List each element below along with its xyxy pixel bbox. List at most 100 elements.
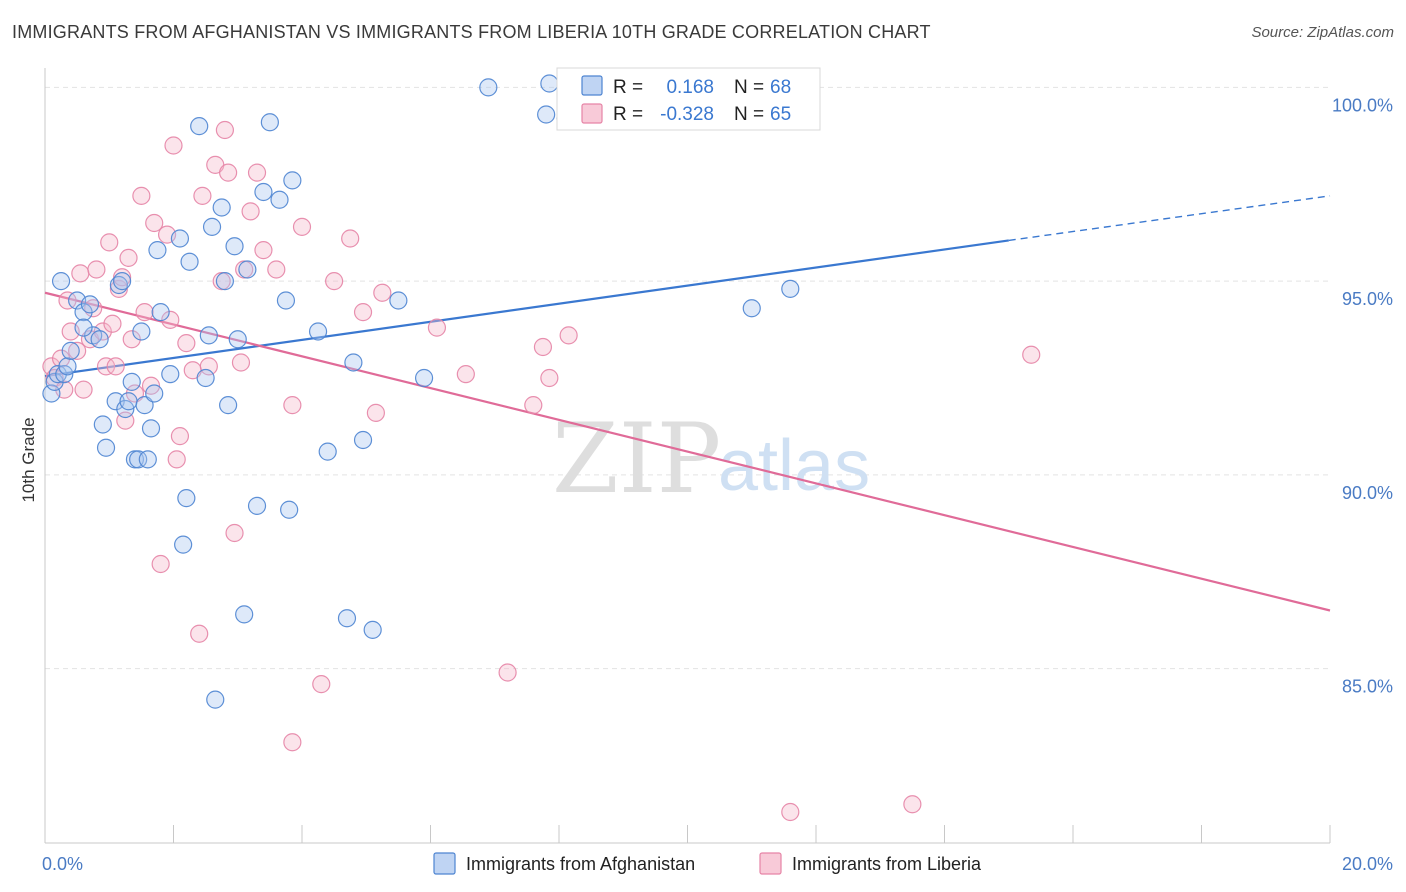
- data-point-afghanistan: [196, 368, 215, 388]
- y-tick-label: 100.0%: [1332, 95, 1393, 115]
- data-point-liberia: [533, 337, 553, 357]
- trend-line-liberia: [44, 291, 1331, 612]
- data-point-liberia: [122, 330, 141, 349]
- data-point-liberia: [119, 248, 138, 267]
- data-point-afghanistan: [112, 272, 132, 291]
- data-point-liberia: [353, 303, 373, 322]
- data-point-afghanistan: [51, 272, 71, 291]
- data-point-liberia: [540, 368, 559, 388]
- data-point-afghanistan: [90, 330, 109, 349]
- gridlines: [45, 86, 1330, 670]
- data-point-liberia: [215, 120, 234, 140]
- data-point-liberia: [190, 624, 209, 643]
- series-liberia-points: [42, 120, 1041, 822]
- stats-r-label-liberia: R =: [613, 104, 643, 125]
- x-tick-labels: 0.0% 20.0%: [42, 854, 1393, 874]
- data-point-liberia: [283, 396, 302, 415]
- data-point-afghanistan: [283, 171, 302, 190]
- data-point-afghanistan: [48, 365, 67, 384]
- data-point-afghanistan: [61, 341, 80, 360]
- data-point-liberia: [903, 795, 922, 814]
- data-point-liberia: [373, 283, 392, 302]
- data-point-liberia: [135, 303, 154, 322]
- stats-r-label-afghanistan: R =: [613, 77, 643, 98]
- data-point-afghanistan: [122, 372, 141, 391]
- data-point-liberia: [170, 427, 190, 446]
- data-point-afghanistan: [260, 113, 279, 132]
- data-point-liberia: [241, 202, 260, 221]
- data-point-liberia: [292, 217, 312, 236]
- stats-legend: R = 0.168 N = 68 R = -0.328 N = 65: [556, 67, 821, 131]
- data-point-afghanistan: [151, 303, 170, 322]
- data-point-liberia: [161, 310, 180, 329]
- data-point-afghanistan: [228, 330, 247, 349]
- data-point-liberia: [132, 186, 151, 205]
- data-point-liberia: [1022, 345, 1041, 364]
- data-point-afghanistan: [132, 322, 151, 341]
- axes: [44, 68, 1331, 844]
- stats-r-value-afghanistan: 0.168: [666, 77, 714, 98]
- data-point-afghanistan: [215, 272, 234, 291]
- data-point-liberia: [559, 326, 578, 345]
- data-point-afghanistan: [540, 74, 559, 93]
- data-point-afghanistan: [74, 318, 93, 337]
- data-point-afghanistan: [238, 260, 257, 279]
- data-point-afghanistan: [254, 182, 273, 202]
- data-point-afghanistan: [180, 252, 199, 271]
- stats-n-label-afghanistan: N =: [734, 77, 764, 98]
- data-point-afghanistan: [280, 500, 299, 519]
- trend-line-afghanistan: [44, 239, 1009, 378]
- data-point-liberia: [231, 353, 251, 372]
- data-point-afghanistan: [414, 368, 434, 388]
- data-point-liberia: [151, 554, 170, 574]
- data-point-afghanistan: [202, 217, 222, 236]
- legend-label-liberia: Immigrants from Liberia: [792, 854, 982, 874]
- data-point-afghanistan: [781, 279, 800, 298]
- legend-swatch-liberia: [759, 852, 782, 875]
- data-point-afghanistan: [389, 291, 408, 310]
- series-afghanistan-points: [42, 74, 800, 709]
- y-tick-label: 85.0%: [1342, 677, 1393, 697]
- data-point-afghanistan: [235, 605, 254, 624]
- stats-n-label-liberia: N =: [734, 104, 764, 125]
- data-point-afghanistan: [337, 609, 357, 628]
- data-point-afghanistan: [363, 620, 382, 639]
- stats-swatch-afghanistan: [581, 75, 603, 96]
- data-point-liberia: [312, 675, 331, 694]
- data-point-liberia: [456, 365, 475, 384]
- data-point-afghanistan: [219, 396, 238, 415]
- stats-n-value-afghanistan: 68: [770, 77, 791, 98]
- data-point-liberia: [71, 264, 90, 283]
- stats-r-value-liberia: -0.328: [660, 104, 714, 125]
- data-point-afghanistan: [225, 237, 244, 256]
- data-point-afghanistan: [190, 117, 209, 136]
- series-legend: Immigrants from Afghanistan Immigrants f…: [433, 852, 982, 875]
- data-point-afghanistan: [742, 299, 761, 318]
- data-point-liberia: [283, 733, 302, 752]
- y-tick-label: 95.0%: [1342, 289, 1393, 309]
- data-point-liberia: [366, 403, 385, 422]
- data-point-afghanistan: [308, 322, 328, 341]
- data-point-liberia: [325, 272, 344, 291]
- data-point-afghanistan: [174, 535, 193, 554]
- data-point-liberia: [167, 450, 186, 469]
- data-point-liberia: [87, 260, 106, 279]
- trend-line-afghanistan-extension: [1008, 195, 1331, 242]
- data-point-afghanistan: [145, 384, 164, 403]
- y-tick-labels: 85.0% 90.0% 95.0% 100.0%: [1332, 95, 1393, 696]
- data-point-afghanistan: [247, 496, 267, 515]
- data-point-afghanistan: [276, 291, 296, 310]
- data-point-liberia: [267, 260, 286, 279]
- data-point-afghanistan: [353, 430, 373, 450]
- data-point-afghanistan: [93, 415, 112, 434]
- data-point-afghanistan: [135, 396, 154, 415]
- data-point-afghanistan: [212, 198, 231, 217]
- data-point-afghanistan: [170, 229, 190, 248]
- data-point-afghanistan: [161, 365, 180, 384]
- data-point-afghanistan: [199, 326, 218, 345]
- data-point-afghanistan: [344, 353, 363, 372]
- legend-swatch-afghanistan: [433, 852, 456, 875]
- data-point-liberia: [225, 523, 244, 543]
- data-point-liberia: [164, 136, 183, 155]
